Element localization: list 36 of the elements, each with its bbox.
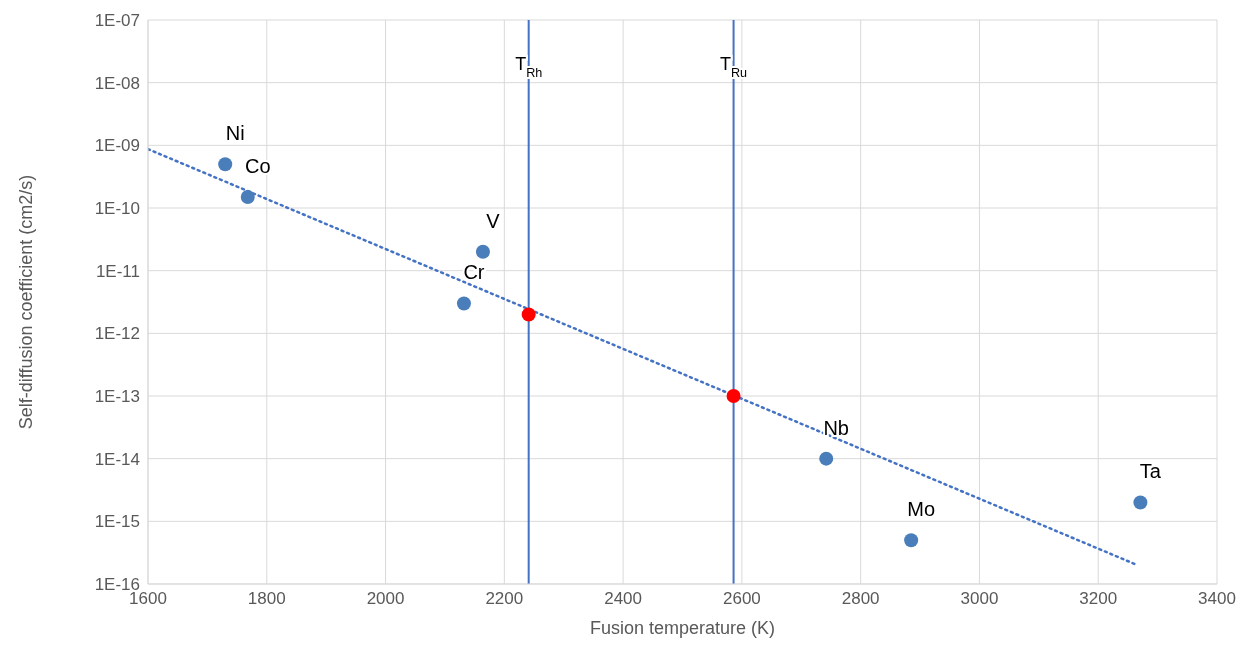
x-tick-label: 3000 [960, 589, 999, 609]
point [240, 189, 255, 204]
y-tick-label: 1E-12 [94, 324, 140, 344]
point [475, 244, 490, 259]
point [904, 533, 919, 548]
point [521, 307, 536, 322]
point [726, 389, 741, 403]
x-tick-label: 2600 [722, 589, 761, 609]
annotation: Ni [225, 122, 245, 145]
x-axis-title: Fusion temperature (K) [589, 618, 776, 638]
y-tick-label: 1E-14 [94, 449, 140, 469]
x-tick-label: 2800 [841, 589, 880, 609]
point [218, 157, 233, 172]
x-tick-label: 1800 [247, 589, 286, 609]
annotation: Co [244, 154, 271, 177]
annotation: Mo [907, 498, 936, 521]
x-tick-label: 2000 [366, 589, 405, 609]
annotation: Nb [823, 416, 850, 439]
point [819, 451, 834, 466]
x-tick-label: 2400 [604, 589, 643, 609]
y-axis-title: Self-diffusion coefficient (cm2/s) [16, 174, 37, 430]
y-tick-label: 1E-09 [94, 136, 140, 156]
y-tick-label: 1E-10 [94, 199, 140, 219]
y-tick-label: 1E-13 [94, 387, 140, 407]
annotation: Cr [463, 261, 485, 284]
y-tick-label: 1E-11 [95, 261, 140, 281]
annotation: Ta [1139, 460, 1162, 483]
x-tick-label: 3400 [1198, 589, 1236, 609]
point [456, 296, 471, 311]
y-tick-label: 1E-07 [94, 11, 140, 31]
y-tick-label: 1E-08 [94, 73, 140, 93]
x-tick-label: 2200 [485, 589, 524, 609]
point [1133, 495, 1148, 510]
y-tick-label: 1E-15 [94, 512, 140, 532]
x-tick-label: 3200 [1079, 589, 1118, 609]
annotation: V [486, 209, 501, 232]
